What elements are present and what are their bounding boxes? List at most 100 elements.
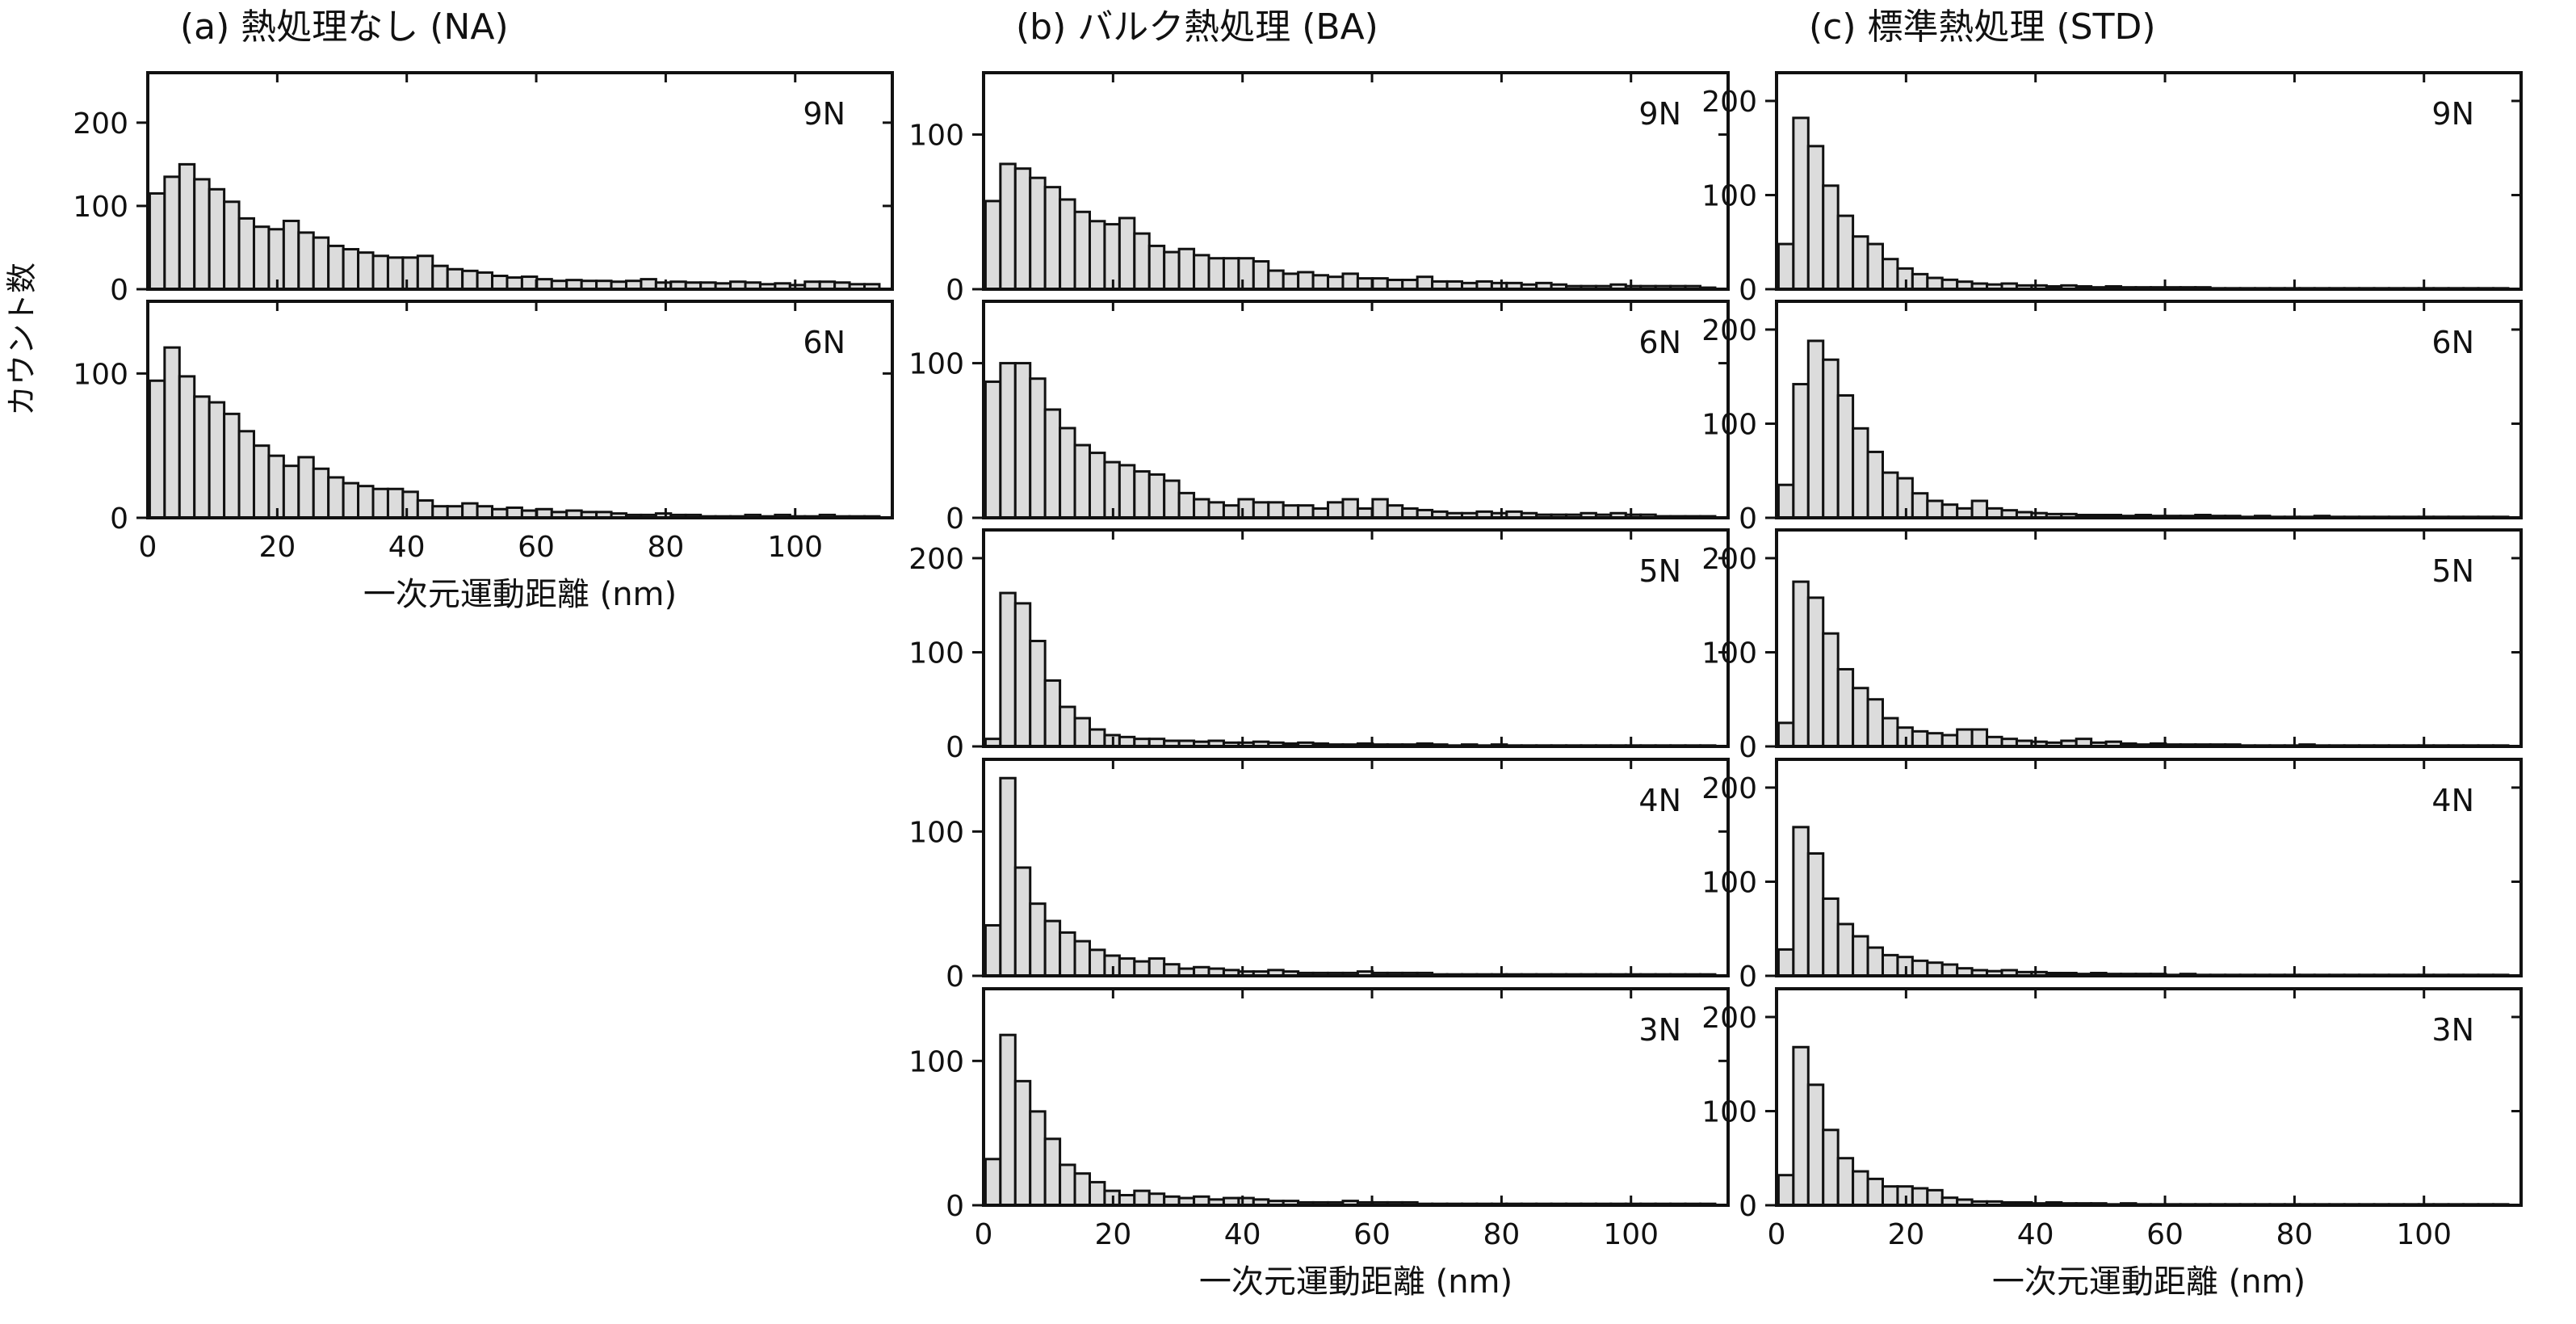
histogram-bar — [1073, 717, 1091, 748]
histogram-bar — [1911, 272, 1929, 291]
y-tick-label: 200 — [73, 107, 128, 141]
histogram-bar — [491, 275, 509, 291]
histogram-bar — [1836, 923, 1855, 977]
y-tick-label: 0 — [1739, 1190, 1757, 1223]
histogram-bar — [1177, 247, 1196, 291]
histogram-bar — [1956, 728, 1974, 748]
y-tick-label: 200 — [908, 543, 964, 576]
histogram-bar — [1073, 210, 1091, 291]
histogram-bar — [252, 225, 271, 291]
x-tick-label: 80 — [647, 531, 684, 564]
x-tick-label: 60 — [518, 531, 555, 564]
histogram-bar — [1029, 902, 1047, 977]
histogram-bar — [1881, 258, 1899, 291]
histogram-bar — [1177, 491, 1196, 519]
panel-label: 3N — [2431, 1012, 2474, 1048]
histogram-bar — [1822, 1129, 1840, 1207]
histogram-bar — [1147, 244, 1166, 291]
histogram-bar — [1267, 501, 1285, 519]
x-tick-label: 20 — [1887, 1218, 1924, 1251]
panel-frame — [1775, 528, 2523, 748]
histogram-bar — [1311, 274, 1330, 291]
panel-6N: 0 100 200 6N — [1701, 300, 2523, 536]
histogram-bar — [1043, 679, 1062, 748]
x-tick-label: 60 — [1353, 1218, 1391, 1251]
y-tick-label: 100 — [908, 1045, 964, 1078]
histogram-bar — [1193, 254, 1210, 291]
histogram-bar — [1327, 275, 1345, 291]
histogram-bar — [506, 276, 523, 291]
histogram-bar — [999, 776, 1017, 977]
histogram-bar — [1118, 957, 1136, 977]
histogram-bar — [1806, 1083, 1825, 1207]
histogram-bar — [999, 591, 1017, 748]
histogram-bar — [1792, 116, 1810, 291]
histogram-bar — [1852, 935, 1869, 977]
histogram-bar — [163, 175, 181, 291]
histogram-bar — [1371, 498, 1389, 519]
histogram-bar — [1059, 931, 1076, 977]
x-tick-label: 0 — [139, 531, 157, 564]
histogram-bar — [1327, 501, 1345, 519]
histogram-bar — [223, 200, 241, 291]
histogram-bar — [1792, 383, 1810, 519]
histogram-bar — [1147, 1192, 1166, 1207]
panel-9N: 0 100 200 9N — [73, 71, 894, 307]
y-tick-label: 100 — [1701, 1095, 1757, 1129]
histogram-bar — [461, 502, 479, 519]
histogram-bar — [1836, 214, 1855, 291]
histogram-bar — [1806, 596, 1825, 748]
histogram-bar — [1029, 377, 1047, 519]
histogram-bar — [1118, 216, 1136, 291]
y-tick-label: 0 — [1739, 274, 1757, 307]
histogram-bar — [431, 264, 449, 291]
histogram-bar — [1043, 186, 1062, 291]
histogram-bar — [1297, 504, 1315, 519]
histogram-bar — [1940, 963, 1959, 977]
histogram-bar — [401, 256, 419, 291]
histogram-bar — [1013, 167, 1032, 291]
histogram-bar — [252, 444, 271, 519]
histogram-bar — [1297, 271, 1315, 291]
histogram-bar — [984, 923, 1002, 977]
histogram-bar — [999, 1033, 1017, 1207]
panel-frame — [982, 300, 1730, 519]
histogram-bar — [1118, 464, 1136, 519]
panel-label: 9N — [1638, 96, 1681, 132]
histogram-bar — [520, 275, 539, 291]
histogram-bar — [1926, 1188, 1944, 1207]
histogram-bar — [312, 236, 330, 291]
histogram-bar — [1911, 729, 1929, 748]
histogram-bar — [1881, 471, 1899, 519]
histogram-bar — [1252, 501, 1270, 519]
chart-title: (a) 熱処理なし (NA) — [180, 6, 509, 48]
histogram-bar — [1822, 184, 1840, 291]
histogram-bar — [1073, 1172, 1091, 1207]
histogram-bar — [178, 162, 196, 291]
histogram-bar — [984, 1158, 1002, 1207]
histogram-bar — [1073, 939, 1091, 977]
y-tick-label: 200 — [1701, 86, 1757, 119]
x-tick-label: 80 — [1483, 1218, 1520, 1251]
histogram-bar — [1341, 498, 1359, 519]
histogram-bar — [1792, 826, 1810, 977]
histogram-bar — [237, 216, 255, 291]
histogram-bar — [1371, 277, 1389, 291]
histogram-bar — [1866, 242, 1884, 291]
histogram-bar — [1822, 632, 1840, 748]
histogram-bar — [327, 244, 345, 291]
histogram-bar — [148, 379, 166, 519]
panel-label: 3N — [1638, 1012, 1681, 1048]
y-tick-label: 200 — [1701, 1002, 1757, 1035]
histogram-bar — [371, 487, 389, 519]
histogram-bar — [1806, 339, 1825, 519]
y-tick-label: 0 — [946, 731, 964, 764]
histogram-bar — [1792, 1045, 1810, 1207]
histogram-bar — [1043, 919, 1062, 977]
y-tick-label: 0 — [1739, 960, 1757, 994]
histogram-bar — [1911, 959, 1929, 977]
histogram-bar — [163, 346, 181, 519]
histogram-bar — [1911, 492, 1929, 519]
y-tick-label: 100 — [73, 191, 128, 224]
